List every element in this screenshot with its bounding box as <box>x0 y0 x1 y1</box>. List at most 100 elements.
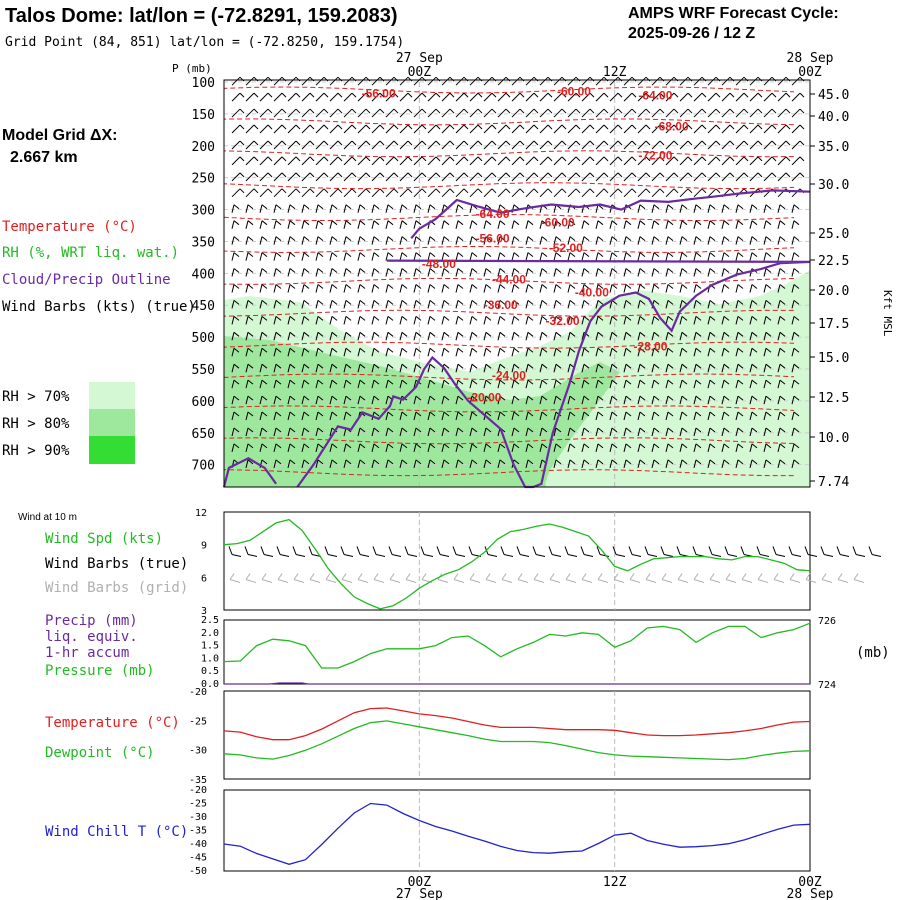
wind-barb-flag <box>407 108 413 114</box>
wind-barb <box>259 204 268 213</box>
wind-barb <box>651 331 660 341</box>
wind-barb <box>665 204 674 213</box>
wind-barb-staff <box>721 220 725 229</box>
wind-barb <box>315 395 324 405</box>
wind-barb-grid <box>533 573 545 583</box>
wind-barb-staff <box>651 156 661 166</box>
wind-barb <box>553 363 562 373</box>
wind-barb <box>665 268 674 277</box>
wind-barb-flag <box>779 347 786 353</box>
wind-barb-staff <box>637 300 641 309</box>
wind-barb-flag <box>653 268 660 273</box>
wind-barb-staff <box>637 427 641 437</box>
wind-barb <box>371 395 380 405</box>
wind-barb-flag <box>701 124 707 130</box>
wind-barb-staff <box>315 172 325 182</box>
wind-barb-staff <box>315 348 319 357</box>
wind-barb <box>525 459 534 468</box>
wind-barb <box>637 156 651 166</box>
wind-barb-staff <box>651 427 655 437</box>
wind-barb-flag <box>645 156 651 162</box>
wind-barb-flag <box>373 427 380 433</box>
wind-barb-flag <box>337 172 343 178</box>
wind-barb-staff <box>763 316 767 325</box>
wind-barb-flag <box>457 204 464 210</box>
wind-barb-grid <box>277 573 289 583</box>
wind-barb-staff <box>483 220 487 229</box>
wind-barb-staff <box>399 76 409 86</box>
wind-barb <box>413 427 422 437</box>
wind-barb-staff <box>777 204 781 213</box>
wind-barb-flag <box>401 220 408 226</box>
wind-barb-true <box>468 546 482 557</box>
wind-barb <box>777 172 791 182</box>
wind-barb <box>651 315 660 325</box>
kft-tick-label: 17.5 <box>818 317 849 332</box>
wind-barb <box>315 347 324 357</box>
wind-barb-staff <box>693 395 697 405</box>
wind-barb-staff <box>721 364 725 373</box>
wind-barb-flag <box>541 427 548 433</box>
wind-barb-staff <box>413 443 417 453</box>
wind-barb <box>413 300 422 309</box>
wind-barb-staff <box>427 124 437 134</box>
wind-barb <box>567 188 581 198</box>
wind-barb-grid-staff <box>341 579 353 583</box>
wind-barb-flag <box>785 92 791 98</box>
wind-barb-staff <box>343 364 347 373</box>
wind-barb <box>245 315 254 325</box>
wind-barb-flag <box>527 220 534 226</box>
wind-barb <box>357 220 366 229</box>
wind-barb-true-flag <box>596 546 601 555</box>
wind-barb <box>343 220 352 229</box>
wind-barb-flag <box>527 395 534 401</box>
wind-barb-staff <box>301 284 305 293</box>
wind-barb <box>581 140 595 150</box>
wind-barb <box>511 124 525 134</box>
wind-barb-flag <box>253 92 259 98</box>
wind-barb-flag <box>737 252 744 257</box>
wind-barb-flag <box>799 92 805 98</box>
wind-barb <box>245 268 254 277</box>
wind-barb-staff <box>231 284 235 293</box>
wind-barb <box>581 124 595 134</box>
wind-barb <box>329 92 343 102</box>
wind-barb <box>371 363 380 373</box>
wind-barb-flag <box>533 140 539 146</box>
wind-barb-flag <box>393 156 399 162</box>
wind-barb-staff <box>273 284 277 293</box>
wind-barb-staff <box>385 443 389 453</box>
wind-barb-staff <box>469 124 479 134</box>
wind-barb <box>623 252 632 261</box>
wind-barb-flag <box>723 315 730 321</box>
wind-barb-flag <box>765 236 772 242</box>
wind-barb <box>721 315 730 325</box>
wind-barb-true-staff <box>535 553 546 557</box>
wind-barb <box>763 220 772 229</box>
wind-barb <box>637 331 646 341</box>
wind-barb <box>329 459 338 468</box>
wind-barb <box>637 363 646 373</box>
kft-tick-label: 15.0 <box>818 351 849 366</box>
wind-barb-staff <box>399 124 409 134</box>
wind-barb-flag <box>695 300 702 305</box>
wind-barb <box>777 140 791 150</box>
wind-barb <box>693 172 707 182</box>
wind-barb-staff <box>581 124 591 134</box>
wind-barb-grid-flag <box>533 573 539 580</box>
wind-barb <box>623 315 632 325</box>
wind-barb-flag <box>695 284 702 289</box>
wind-barb-flag <box>401 252 408 257</box>
wind-barb-flag <box>681 347 688 353</box>
wind-barb <box>609 331 618 341</box>
wind-barb-staff <box>483 284 487 293</box>
wind-barb <box>721 236 730 245</box>
wind-barb <box>721 363 730 373</box>
wind-barb-grid-staff <box>501 579 513 583</box>
wind-barb-flag <box>575 76 581 82</box>
wind-barb-grid <box>293 573 305 583</box>
wind-barb-staff <box>399 204 403 213</box>
wind-barb-flag <box>589 124 595 130</box>
wind-barb-flag <box>379 92 385 98</box>
wind-barb-staff <box>637 459 641 468</box>
